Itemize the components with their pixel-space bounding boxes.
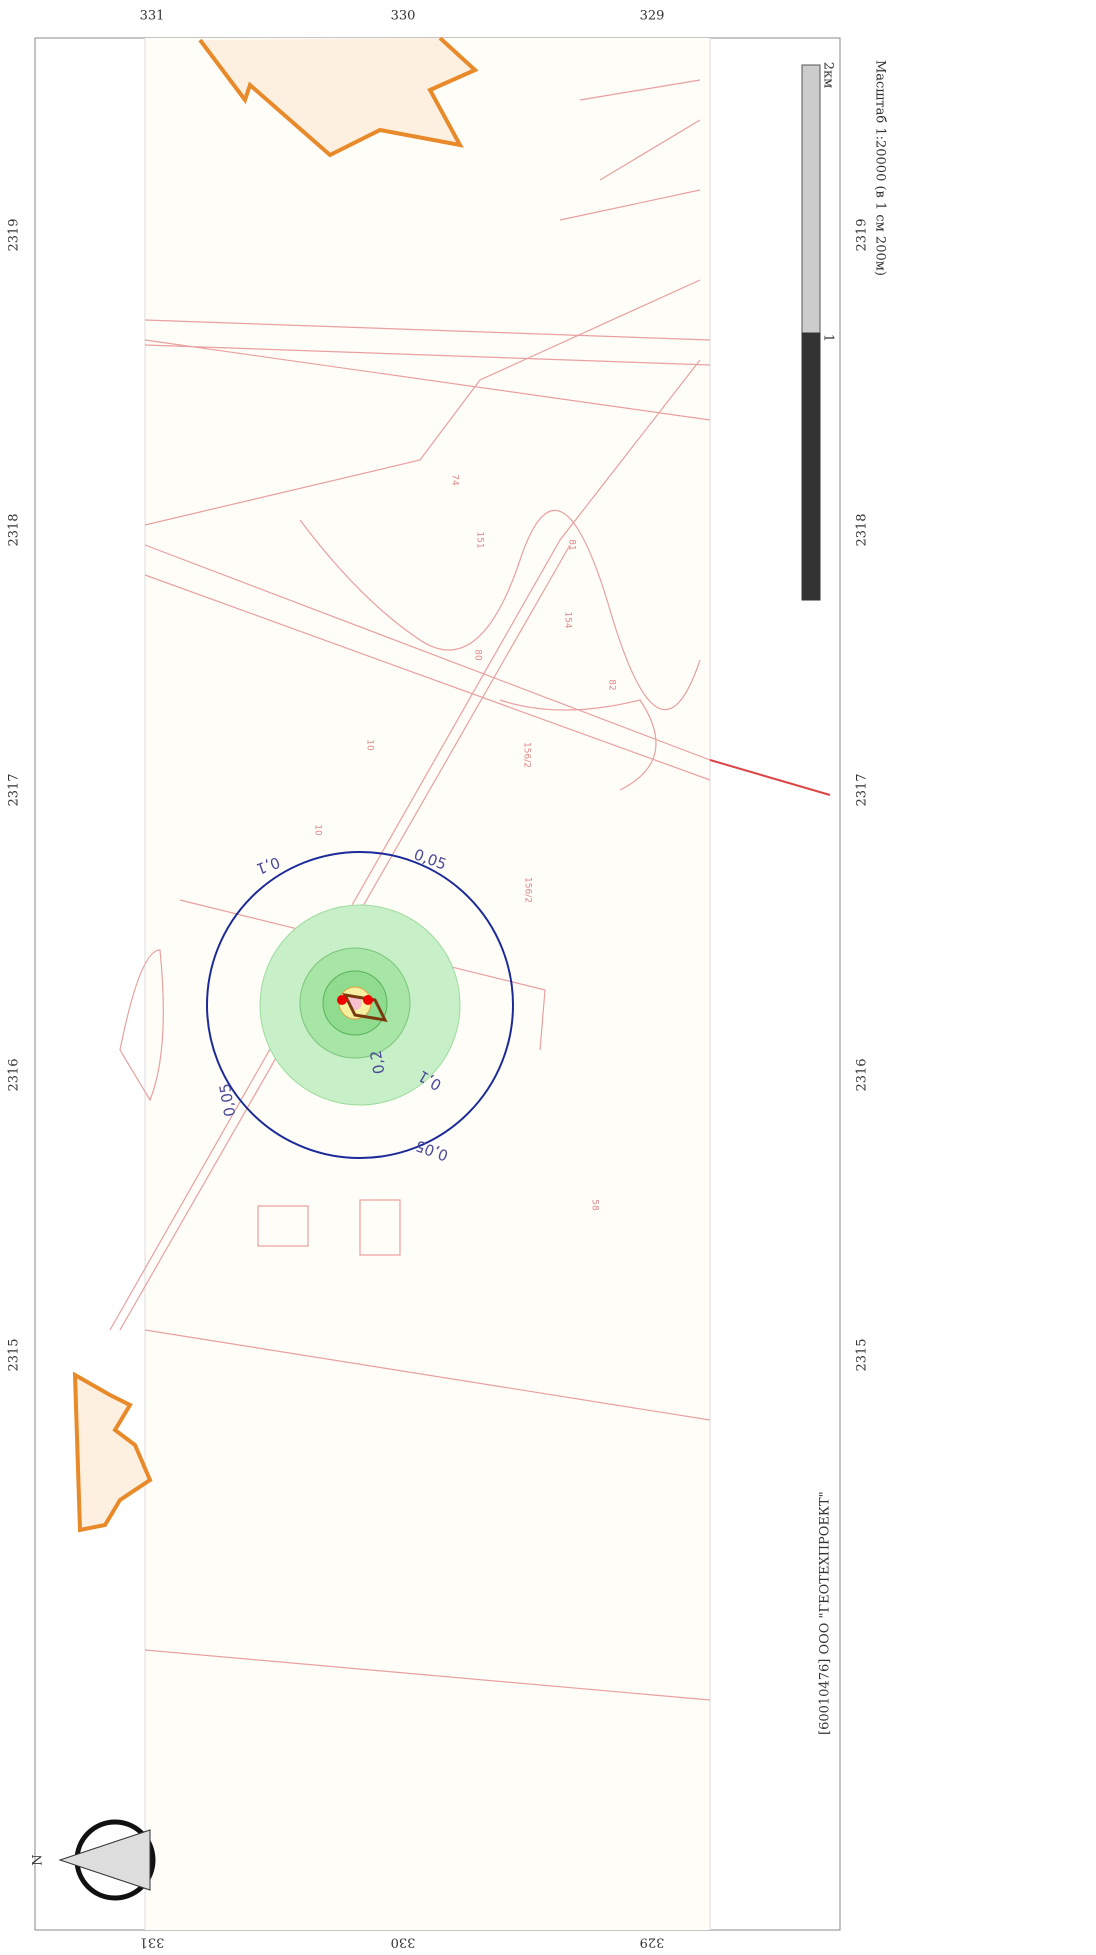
right-axis-label: 2318 — [855, 513, 870, 546]
map-caption: Масштаб 1:20000 (в 1 см 200м) — [873, 60, 888, 276]
parcel-label: 156/2 — [523, 877, 533, 903]
map-credit: [60010476] ООО "ГЕОТЕХПРОЕКТ" — [818, 1491, 833, 1735]
dispersion-contours — [206, 851, 514, 1159]
right-axis-label: 2319 — [855, 218, 870, 251]
bottom-axis-label: 330 — [391, 1935, 416, 1950]
parcel-label: 81 — [567, 539, 577, 550]
top-axis-label: 330 — [391, 9, 416, 24]
contour-label: 0,2 — [367, 1049, 389, 1076]
compass-north: N — [31, 1854, 46, 1865]
bottom-axis-label: 329 — [640, 1935, 665, 1950]
left-axis-label: 2316 — [7, 1058, 22, 1091]
parcel-label: 151 — [475, 531, 485, 548]
parcel-label: 82 — [607, 679, 617, 690]
top-axis-label: 329 — [640, 9, 665, 24]
contour-label: 0,05 — [216, 1082, 240, 1118]
left-axis-label: 2318 — [7, 513, 22, 546]
left-axis-label: 2319 — [7, 218, 22, 251]
parcel-label: 74 — [450, 474, 460, 486]
parcel-label: 10 — [313, 824, 323, 836]
parcel-label: 10 — [365, 739, 375, 751]
left-axis-label: 2315 — [7, 1338, 22, 1371]
right-axis-label: 2317 — [855, 773, 870, 806]
right-axis-label: 2315 — [855, 1338, 870, 1371]
scale-bar — [801, 64, 821, 601]
compass — [58, 1819, 156, 1901]
settlements — [72, 36, 479, 1533]
parcel-label: 58 — [590, 1199, 600, 1211]
scale-label: 2км — [821, 62, 836, 89]
parcel-label: 154 — [563, 611, 573, 628]
bottom-axis-label: 331 — [140, 1935, 165, 1950]
right-axis-label: 2316 — [855, 1058, 870, 1091]
top-axis-label: 331 — [140, 9, 165, 24]
scale-label: 1 — [821, 334, 836, 342]
parcel-label: 80 — [473, 649, 483, 661]
left-axis-label: 2317 — [7, 773, 22, 806]
parcel-label: 156/2 — [522, 742, 532, 768]
